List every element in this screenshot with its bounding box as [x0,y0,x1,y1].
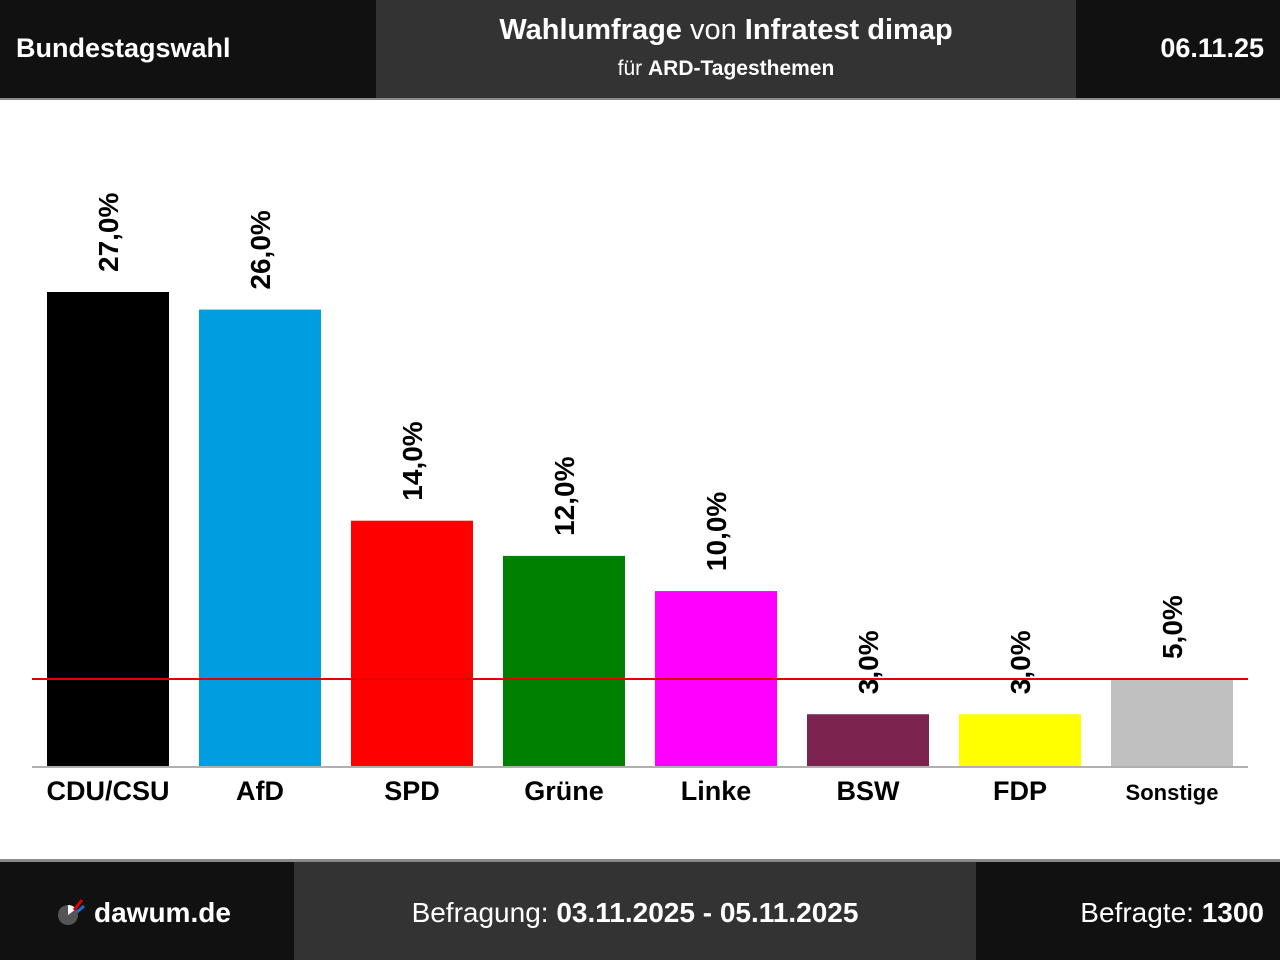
bar-1 [199,309,321,767]
respondents: Befragte: 1300 [1080,897,1264,929]
footer-left: dawum.de [0,862,294,960]
bar-0 [47,292,169,767]
value-label-7: 5,0% [1157,595,1188,659]
category-label-7: Sonstige [1126,780,1219,805]
bar-2 [351,520,473,767]
value-label-2: 14,0% [397,421,428,500]
category-label-6: FDP [993,776,1047,806]
dawum-logo-icon [58,899,85,925]
header-right: 06.11.25 [1076,0,1280,98]
bar-3 [503,555,625,767]
bars-group: 27,0% CDU/CSU 26,0% AfD 14,0% SPD 12,0% Grüne 10… [46,193,1233,806]
institute-name: Infratest dimap [744,14,953,46]
poll-title-word: Wahlumfrage [499,14,682,46]
footer-divider [0,859,1280,862]
respondents-count: 1300 [1201,897,1264,928]
header-divider [0,98,1280,100]
client-name: ARD-Tagesthemen [648,57,835,80]
survey-period: Befragung: 03.11.2025 - 05.11.2025 [294,897,976,929]
survey-dates: 03.11.2025 - 05.11.2025 [556,897,859,928]
value-label-6: 3,0% [1005,630,1036,694]
respondents-label: Befragte: [1080,897,1202,928]
category-label-1: AfD [236,776,284,806]
footer-right: Befragte: 1300 [976,862,1280,960]
header-center: Wahlumfrage von Infratest dimap für ARD-… [376,0,1076,98]
category-label-2: SPD [384,776,440,806]
bar-chart: 27,0% CDU/CSU 26,0% AfD 14,0% SPD 12,0% Grüne 10… [32,193,1248,806]
value-label-5: 3,0% [853,630,884,694]
client-prefix: für [617,57,649,80]
bar-5 [807,714,929,767]
value-label-3: 12,0% [549,456,580,535]
poll-title: Wahlumfrage von Infratest dimap [376,14,1076,47]
poll-subtitle: für ARD-Tagesthemen [376,57,1076,81]
value-label-1: 26,0% [245,210,276,289]
value-label-4: 10,0% [701,492,732,571]
category-label-4: Linke [681,776,752,806]
survey-label: Befragung: [411,897,557,928]
poll-title-connector: von [681,14,745,46]
bar-7 [1111,679,1233,767]
value-label-0: 27,0% [93,193,124,272]
category-label-5: BSW [837,776,901,806]
election-title: Bundestagswahl [16,33,231,63]
header-left: Bundestagswahl [0,0,376,98]
publish-date: 06.11.25 [1160,33,1264,63]
brand-name[interactable]: dawum.de [94,897,231,928]
category-label-3: Grüne [524,776,604,806]
footer-center: Befragung: 03.11.2025 - 05.11.2025 [294,862,976,960]
bar-6 [959,714,1081,767]
category-label-0: CDU/CSU [46,776,169,806]
